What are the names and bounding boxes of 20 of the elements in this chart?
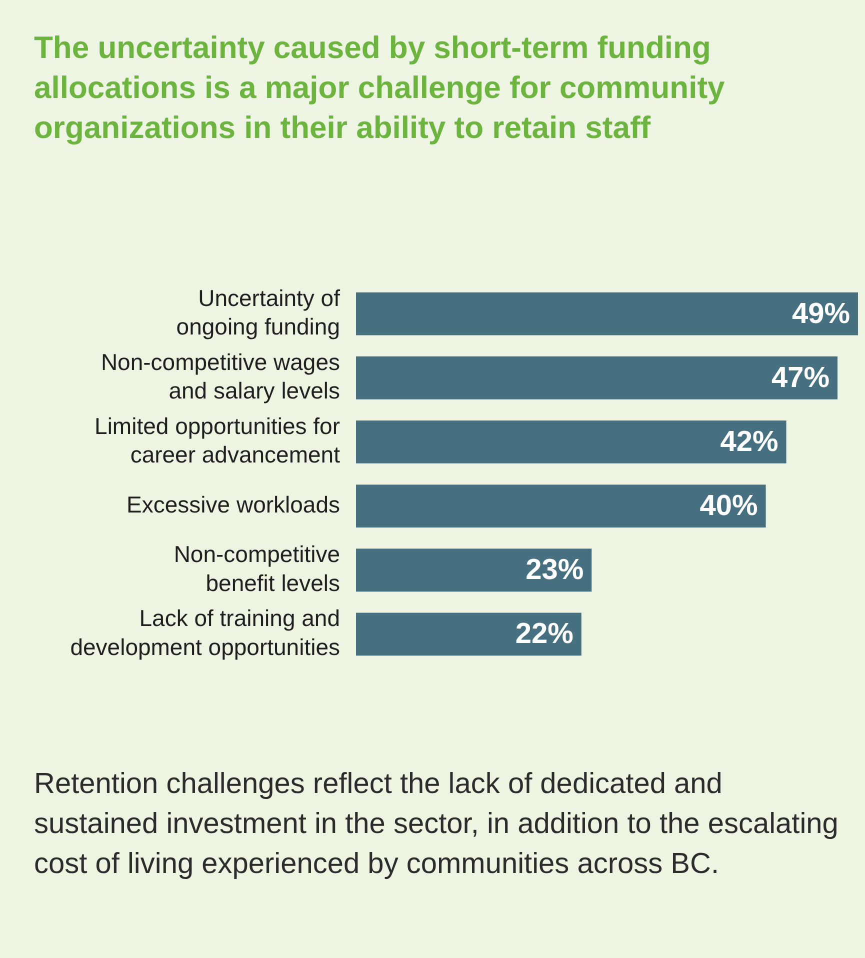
data-label: 40% xyxy=(700,490,758,522)
data-label: 42% xyxy=(720,426,778,458)
bar xyxy=(356,356,838,400)
y-tick-label: Excessive workloads xyxy=(126,491,340,518)
y-tick-label: Lack of training and development opportunities xyxy=(70,605,340,660)
data-label: 23% xyxy=(526,554,584,586)
bar xyxy=(356,548,592,592)
y-tick-label: Limited opportunities for career advancement xyxy=(94,412,341,468)
bar xyxy=(356,420,786,464)
text: Retention challenges reflect the lack of dedicated and sustained investment in the sector, in addition to the escalating cost of living experienced by communities across BC. xyxy=(34,767,840,882)
y-tick-label: Non-competitive benefit levels xyxy=(174,541,340,596)
bar xyxy=(356,292,858,336)
data-label: 47% xyxy=(771,362,830,394)
bar xyxy=(356,612,582,656)
bar xyxy=(356,484,766,528)
chart-title: The uncertainty caused by short-term funding allocations is a major challenge for community organizations in their ability to retain staff xyxy=(34,29,726,147)
data-label: 49% xyxy=(792,298,850,330)
y-tick-label: Uncertainty of ongoing funding xyxy=(176,284,341,340)
y-tick-label: Non-competitive wages and salary levels xyxy=(100,348,340,404)
data-label: 22% xyxy=(515,618,574,650)
